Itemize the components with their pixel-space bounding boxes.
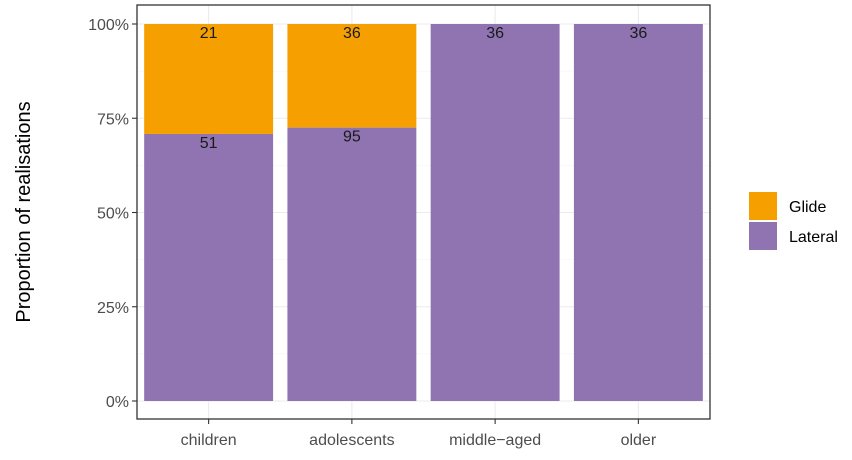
data-label-glide-1: 21 xyxy=(200,25,218,42)
data-label-lateral-1: 51 xyxy=(200,135,218,152)
data-label-glide-2: 36 xyxy=(343,25,361,42)
y-tick-label: 100% xyxy=(88,17,129,34)
data-labels: 51 21 95 36 36 36 xyxy=(200,25,648,152)
y-tick-label: 75% xyxy=(97,111,129,128)
y-tick-label: 25% xyxy=(97,300,129,317)
legend-key-glide xyxy=(749,192,777,220)
bar-glide-2 xyxy=(287,24,417,128)
bars xyxy=(144,24,703,402)
y-axis: 0% 25% 50% 75% 100% xyxy=(88,17,137,411)
bar-lateral-2 xyxy=(287,127,417,401)
legend-key-lateral xyxy=(749,222,777,250)
x-axis: children adolescents middle−aged older xyxy=(181,419,657,449)
legend-label-glide: Glide xyxy=(789,199,826,216)
y-tick-label: 50% xyxy=(97,206,129,223)
bar-lateral-1 xyxy=(144,133,274,402)
legend-label-lateral: Lateral xyxy=(789,229,838,246)
x-tick-label: older xyxy=(621,432,657,449)
x-tick-label: adolescents xyxy=(309,432,394,449)
y-axis-title: Proportion of realisations xyxy=(13,101,35,322)
bar-lateral-3 xyxy=(430,24,560,401)
bar-glide-1 xyxy=(144,24,274,134)
legend: Glide Lateral xyxy=(749,192,838,250)
x-tick-label: middle−aged xyxy=(449,432,541,449)
bar-lateral-4 xyxy=(573,24,703,401)
x-tick-label: children xyxy=(181,432,237,449)
y-tick-label: 0% xyxy=(106,394,129,411)
data-label-lateral-4: 36 xyxy=(629,25,647,42)
data-label-lateral-2: 95 xyxy=(343,129,361,146)
data-label-lateral-3: 36 xyxy=(486,25,504,42)
